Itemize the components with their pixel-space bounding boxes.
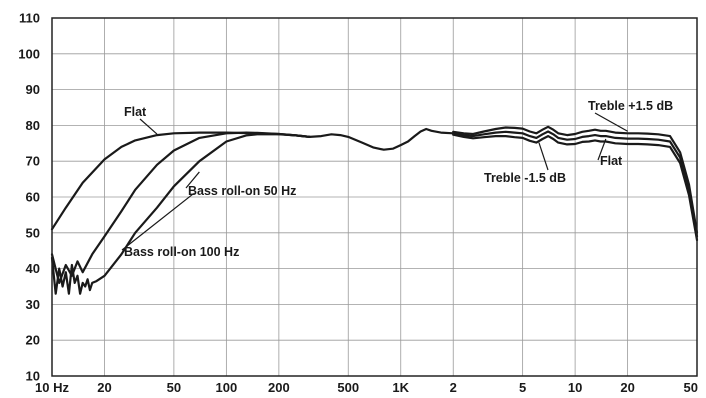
x-tick-label: 10 [568,380,582,395]
y-tick-label: 20 [26,333,40,348]
y-tick-label: 40 [26,261,40,276]
annotation-treble-plus: Treble +1.5 dB [588,99,673,113]
y-tick-label: 10 [26,369,40,384]
y-axis-ticks: 10 20 30 40 50 60 70 80 90 100 110 [18,11,40,384]
x-tick-label: 500 [337,380,359,395]
x-tick-label: 5 [519,380,526,395]
x-tick-label: 100 [216,380,238,395]
y-tick-label: 100 [18,46,40,61]
plot-frame [51,17,698,377]
x-tick-label: 10 Hz [35,380,69,395]
series-line-treble-1-5-db [452,125,699,234]
grid [51,17,698,377]
x-tick-label: 2 [450,380,457,395]
annotation-flat-treble: Flat [600,154,623,168]
series-line-treble-1-5-db [452,133,699,242]
annotation-leader [538,142,549,171]
annotation-leader [185,171,200,189]
annotation-treble-minus: Treble -1.5 dB [484,171,566,185]
y-tick-label: 30 [26,297,40,312]
y-tick-label: 60 [26,190,40,205]
y-tick-label: 90 [26,82,40,97]
annotation-leader [594,112,628,132]
x-tick-label: 20 [620,380,634,395]
series-line-bass-roll-on-100-hz [50,133,311,295]
annotation-bass-roll-on-50: Bass roll-on 50 Hz [188,184,296,198]
annotation-leader [597,138,607,161]
x-tick-label: 200 [268,380,290,395]
annotation-leader [121,192,195,251]
y-tick-label: 80 [26,118,40,133]
series-line-bass-roll-on-50-hz [50,131,311,284]
x-tick-label: 50 [684,380,698,395]
annotation-leaders [121,112,628,251]
annotation-flat: Flat [124,105,147,119]
y-tick-label: 50 [26,225,40,240]
x-tick-label: 1K [392,380,409,395]
curves [50,125,699,295]
x-tick-label: 50 [167,380,181,395]
x-tick-label: 20 [97,380,111,395]
y-tick-label: 70 [26,154,40,169]
annotation-bass-roll-on-100: Bass roll-on 100 Hz [124,245,239,259]
annotation-leader [139,118,158,135]
series-line-flat [50,127,699,238]
x-axis-ticks: 10 Hz 20 50 100 200 500 1K 2 5 10 20 50 [35,380,698,395]
annotations: Flat Bass roll-on 50 Hz Bass roll-on 100… [124,99,673,259]
y-tick-label: 110 [19,11,40,26]
